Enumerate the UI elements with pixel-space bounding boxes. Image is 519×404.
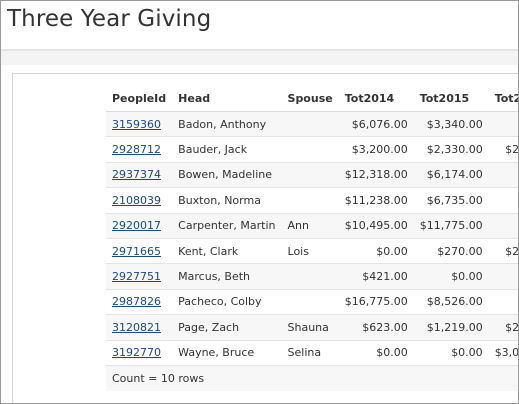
people-id-link[interactable]: 2927751 [112,270,161,284]
people-id-link[interactable]: 3159360 [112,117,161,131]
table-row: 2987826 Pacheco, Colby $16,775.00 $8,526.00… [106,289,518,316]
tot2016-cell: $217.00 [488,314,518,341]
giving-table: PeopleId Head Spouse Tot2014 Tot2015 Tot… [106,86,518,391]
tot2015-cell: $6,174.00 [413,162,489,189]
tot2016-cell: $0.00 [488,162,518,189]
spouse-cell [281,111,339,138]
header-tot2014[interactable]: Tot2014 [338,86,414,112]
spouse-cell [281,289,339,316]
head-cell: Bowen, Madeline [172,162,282,189]
people-id-cell: 2937374 [106,162,173,189]
people-id-link[interactable]: 2920017 [112,219,161,233]
tot2016-cell: $3,000.00 [488,340,518,366]
tot2015-cell: $2,330.00 [413,136,489,163]
people-id-link[interactable]: 2971665 [112,244,161,258]
tot2015-cell: $3,340.00 [413,111,489,138]
head-cell: Badon, Anthony [172,111,282,138]
tot2016-cell: $250.00 [488,136,518,163]
spouse-cell: Lois [281,238,339,265]
spouse-cell: Ann [281,213,339,239]
spouse-cell: Selina [281,340,339,366]
tot2015-cell: $0.00 [413,340,489,366]
spouse-cell [281,263,339,290]
people-id-cell: 3120821 [106,314,173,341]
head-cell: Bauder, Jack [172,136,282,163]
page-header: Three Year Giving [1,1,518,49]
table-row: 2920017 Carpenter, Martin Ann $10,495.00 $11… [106,213,518,239]
people-id-link[interactable]: 2937374 [112,168,161,182]
tot2015-cell: $11,775.00 [413,213,489,239]
head-cell: Pacheco, Colby [172,289,282,316]
tot2016-cell: $0.00 [488,111,518,138]
spouse-cell [281,162,339,189]
people-id-link[interactable]: 3120821 [112,320,161,334]
tot2014-cell: $6,076.00 [338,111,414,138]
people-id-link[interactable]: 2987826 [112,295,161,309]
tot2014-cell: $0.00 [338,340,414,366]
tot2015-cell: $0.00 [413,263,489,290]
spouse-cell: Shauna [281,314,339,341]
tot2014-cell: $12,318.00 [338,162,414,189]
header-tot2016[interactable]: Tot2016 [488,86,518,112]
header-head[interactable]: Head [172,86,282,112]
table-row: 2937374 Bowen, Madeline $12,318.00 $6,174.0… [106,162,518,189]
header-tot2015[interactable]: Tot2015 [413,86,489,112]
head-cell: Marcus, Beth [172,263,282,290]
table-header-row: PeopleId Head Spouse Tot2014 Tot2015 Tot… [106,86,518,112]
people-id-link[interactable]: 2928712 [112,143,161,157]
tot2016-cell: $0.00 [488,263,518,290]
tot2014-cell: $623.00 [338,314,414,341]
people-id-cell: 2927751 [106,263,173,290]
tot2014-cell: $421.00 [338,263,414,290]
header-people-id[interactable]: PeopleId [106,86,173,112]
spouse-cell [281,187,339,214]
head-cell: Buxton, Norma [172,187,282,214]
table-footer-row: Count = 10 rows [106,365,518,391]
table-row: 3159360 Badon, Anthony $6,076.00$3,340.00$… [106,111,518,138]
spouse-cell [281,136,339,163]
people-id-link[interactable]: 3192770 [112,346,161,360]
people-id-cell: 3159360 [106,111,173,138]
table-row: 2928712 Bauder, Jack $3,200.00$2,330.00$25… [106,136,518,163]
tot2015-cell: $6,735.00 [413,187,489,214]
head-cell: Kent, Clark [172,238,282,265]
people-id-link[interactable]: 2108039 [112,193,161,207]
tot2014-cell: $0.00 [338,238,414,265]
tot2014-cell: $3,200.00 [338,136,414,163]
head-cell: Page, Zach [172,314,282,341]
people-id-cell: 2928712 [106,136,173,163]
tot2016-cell: $0.00 [488,213,518,239]
head-cell: Wayne, Bruce [172,340,282,366]
page-title: Three Year Giving [7,6,212,32]
tot2015-cell: $1,219.00 [413,314,489,341]
header-gap [1,51,518,65]
table-row: 3120821 Page, Zach Shauna $623.00 $1,219.00 $… [106,314,518,341]
people-id-cell: 2108039 [106,187,173,214]
table-row: 2108039 Buxton, Norma $11,238.00$6,735.00$… [106,187,518,214]
people-id-cell: 2987826 [106,289,173,316]
tot2015-cell: $270.00 [413,238,489,265]
people-id-cell: 3192770 [106,340,173,366]
people-id-cell: 2920017 [106,213,173,239]
header-spouse[interactable]: Spouse [281,86,339,112]
tot2014-cell: $16,775.00 [338,289,414,316]
tot2016-cell: $0.00 [488,187,518,214]
tot2016-cell: $0.00 [488,289,518,316]
row-count-label: Count = 10 rows [106,365,518,391]
head-cell: Carpenter, Martin [172,213,282,239]
people-id-cell: 2971665 [106,238,173,265]
tot2014-cell: $10,495.00 [338,213,414,239]
header-divider [1,49,518,51]
tot2014-cell: $11,238.00 [338,187,414,214]
tot2016-cell: $270.00 [488,238,518,265]
tot2015-cell: $8,526.00 [413,289,489,316]
